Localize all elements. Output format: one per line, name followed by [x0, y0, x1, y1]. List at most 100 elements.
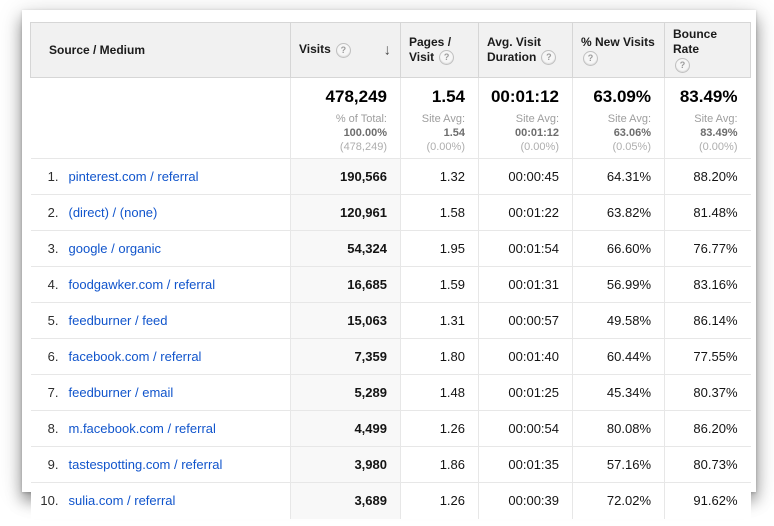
row-rank: 2.: [47, 205, 59, 220]
source-cell: 6. facebook.com / referral: [30, 338, 291, 375]
bounce-rate-cell: 91.62%: [664, 482, 751, 519]
help-icon[interactable]: ?: [583, 50, 598, 66]
column-header-label: Avg. Visit: [487, 34, 542, 49]
table-row: 3. google / organic 54,324 1.95 00:01:54 …: [30, 230, 751, 267]
new-visits-cell: 66.60%: [572, 230, 665, 267]
column-header-label: Duration: [487, 49, 537, 64]
row-rank: 4.: [47, 277, 59, 292]
source-medium-link[interactable]: tastespotting.com / referral: [68, 457, 223, 472]
bounce-rate-cell: 83.16%: [664, 266, 751, 303]
row-rank: 5.: [47, 313, 59, 328]
table-row: 7. feedburner / email 5,289 1.48 00:01:25…: [30, 374, 751, 411]
pages-per-visit-cell: 1.59: [400, 266, 479, 303]
column-header-source-medium[interactable]: Source / Medium: [30, 22, 291, 78]
pages-per-visit-cell: 1.32: [400, 158, 479, 195]
visits-cell: 16,685: [290, 266, 401, 303]
summary-value: 00:01:12: [490, 87, 559, 106]
source-cell: 9. tastespotting.com / referral: [30, 446, 291, 483]
source-cell: 8. m.facebook.com / referral: [30, 410, 291, 447]
row-rank: 9.: [47, 457, 59, 472]
pages-per-visit-cell: 1.31: [400, 302, 479, 339]
new-visits-cell: 63.82%: [572, 194, 665, 231]
source-medium-link[interactable]: foodgawker.com / referral: [68, 277, 216, 292]
source-cell: 1. pinterest.com / referral: [30, 158, 291, 195]
visits-cell: 54,324: [290, 230, 401, 267]
visits-cell: 15,063: [290, 302, 401, 339]
column-header-new-visits[interactable]: % New Visits ?: [572, 22, 665, 78]
table-row: 2. (direct) / (none) 120,961 1.58 00:01:2…: [30, 194, 751, 231]
visits-cell: 7,359: [290, 338, 401, 375]
row-rank: 8.: [47, 421, 59, 436]
source-medium-link[interactable]: (direct) / (none): [68, 205, 158, 220]
table-row: 4. foodgawker.com / referral 16,685 1.59 …: [30, 266, 751, 303]
column-header-bounce-rate[interactable]: Bounce Rate ?: [664, 22, 751, 78]
column-header-label: Source / Medium: [49, 42, 146, 57]
column-header-label: Visits: [299, 42, 331, 57]
bounce-rate-cell: 77.55%: [664, 338, 751, 375]
avg-duration-cell: 00:00:57: [478, 302, 573, 339]
source-cell: 2. (direct) / (none): [30, 194, 291, 231]
source-medium-link[interactable]: google / organic: [68, 241, 162, 256]
help-icon[interactable]: ?: [439, 50, 455, 66]
table-row: 10. sulia.com / referral 3,689 1.26 00:00…: [30, 482, 751, 519]
pages-per-visit-cell: 1.80: [400, 338, 479, 375]
table-row: 6. facebook.com / referral 7,359 1.80 00:…: [30, 338, 751, 375]
column-header-visits[interactable]: Visits? ↓: [290, 22, 401, 78]
source-medium-link[interactable]: facebook.com / referral: [68, 349, 202, 364]
pages-per-visit-cell: 1.26: [400, 482, 479, 519]
summary-subtext: % of Total: 100.00% (478,249): [335, 113, 387, 153]
pages-per-visit-cell: 1.48: [400, 374, 479, 411]
row-rank: 3.: [47, 241, 59, 256]
source-medium-link[interactable]: m.facebook.com / referral: [68, 421, 216, 436]
new-visits-cell: 80.08%: [572, 410, 665, 447]
source-medium-link[interactable]: sulia.com / referral: [68, 493, 176, 509]
visits-cell: 3,980: [290, 446, 401, 483]
report-table-card: Source / Medium Visits? ↓ Pages / Visit?…: [22, 10, 756, 519]
avg-duration-cell: 00:00:39: [478, 482, 573, 519]
avg-duration-cell: 00:01:35: [478, 446, 573, 483]
source-cell: 7. feedburner / email: [30, 374, 291, 411]
summary-empty-cell: [30, 77, 291, 159]
summary-subtext: Site Avg: 83.49% (0.00%): [694, 113, 738, 153]
new-visits-cell: 45.34%: [572, 374, 665, 411]
new-visits-cell: 57.16%: [572, 446, 665, 483]
source-medium-link[interactable]: pinterest.com / referral: [68, 169, 199, 184]
table-header-row: Source / Medium Visits? ↓ Pages / Visit?…: [30, 22, 751, 78]
column-header-label: Visit: [409, 49, 435, 64]
new-visits-cell: 72.02%: [572, 482, 665, 519]
summary-subtext: Site Avg: 00:01:12 (0.00%): [514, 113, 559, 153]
help-icon[interactable]: ?: [541, 50, 557, 66]
visits-cell: 190,566: [290, 158, 401, 195]
visits-cell: 3,689: [290, 482, 401, 519]
help-icon[interactable]: ?: [675, 58, 690, 73]
avg-duration-cell: 00:01:22: [478, 194, 573, 231]
summary-new-visits-cell: 63.09% Site Avg: 63.06% (0.05%): [572, 77, 665, 159]
column-header-pages-per-visit[interactable]: Pages / Visit?: [400, 22, 479, 78]
column-header-avg-visit-duration[interactable]: Avg. Visit Duration?: [478, 22, 573, 78]
bounce-rate-cell: 76.77%: [664, 230, 751, 267]
sort-descending-icon: ↓: [383, 41, 392, 59]
summary-visits-cell: 478,249 % of Total: 100.00% (478,249): [290, 77, 401, 159]
row-rank: 10.: [40, 493, 59, 509]
bounce-rate-cell: 80.37%: [664, 374, 751, 411]
pages-per-visit-cell: 1.86: [400, 446, 479, 483]
summary-pages-per-visit-cell: 1.54 Site Avg: 1.54 (0.00%): [400, 77, 479, 159]
source-cell: 5. feedburner / feed: [30, 302, 291, 339]
column-header-label: % New Visits: [581, 34, 655, 49]
source-cell: 4. foodgawker.com / referral: [30, 266, 291, 303]
new-visits-cell: 49.58%: [572, 302, 665, 339]
table-row: 9. tastespotting.com / referral 3,980 1.8…: [30, 446, 751, 483]
avg-duration-cell: 00:01:54: [478, 230, 573, 267]
bounce-rate-cell: 86.20%: [664, 410, 751, 447]
pages-per-visit-cell: 1.58: [400, 194, 479, 231]
summary-bounce-rate-cell: 83.49% Site Avg: 83.49% (0.00%): [664, 77, 751, 159]
source-medium-link[interactable]: feedburner / feed: [68, 313, 168, 328]
table-row: 5. feedburner / feed 15,063 1.31 00:00:57…: [30, 302, 751, 339]
help-icon[interactable]: ?: [335, 42, 351, 58]
visits-cell: 120,961: [290, 194, 401, 231]
avg-duration-cell: 00:01:25: [478, 374, 573, 411]
summary-subtext: Site Avg: 63.06% (0.05%): [607, 113, 651, 153]
source-medium-link[interactable]: feedburner / email: [68, 385, 174, 400]
column-header-label: Pages /: [409, 34, 452, 49]
visits-cell: 5,289: [290, 374, 401, 411]
